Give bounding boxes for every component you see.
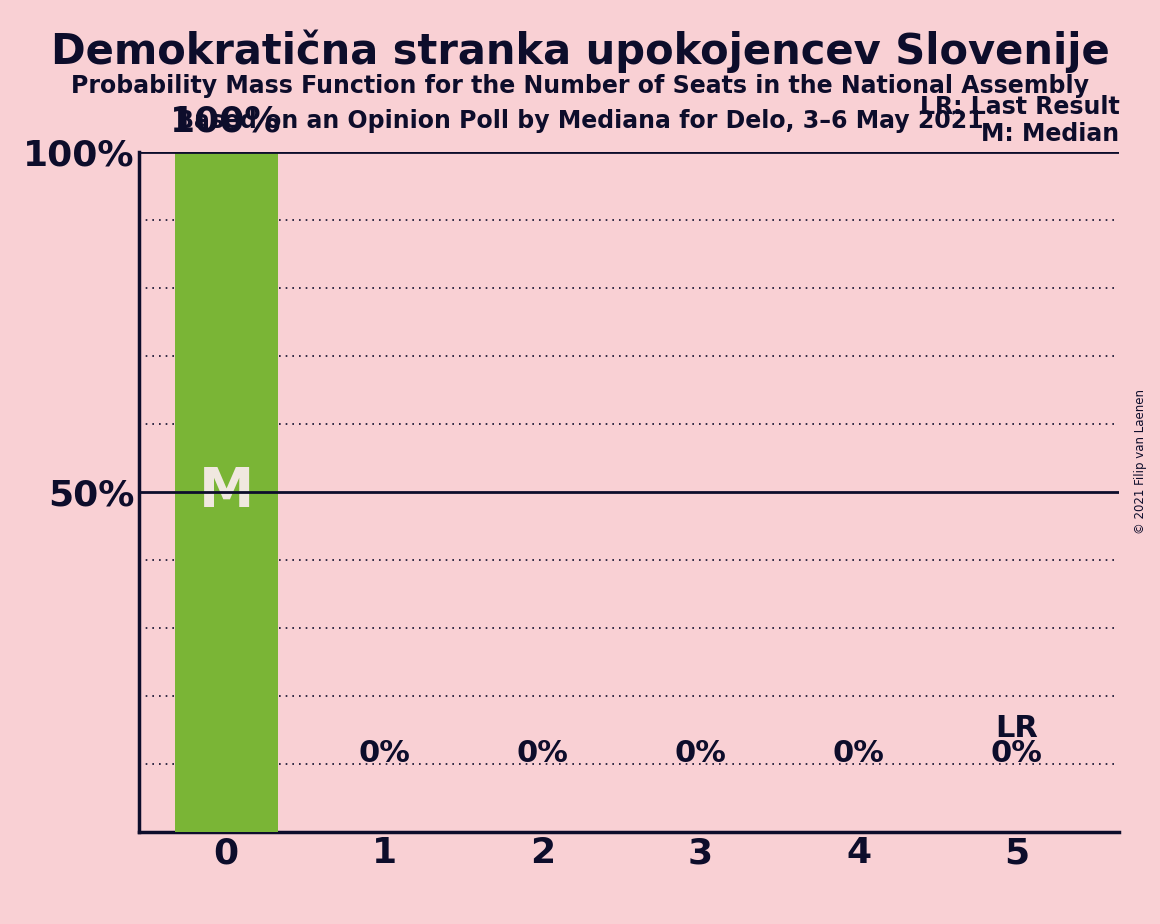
Text: LR: LR	[995, 714, 1038, 743]
Text: Demokratična stranka upokojencev Slovenije: Demokratična stranka upokojencev Sloveni…	[51, 30, 1109, 73]
Text: M: M	[198, 465, 254, 519]
Text: Probability Mass Function for the Number of Seats in the National Assembly: Probability Mass Function for the Number…	[71, 74, 1089, 98]
Text: M: Median: M: Median	[981, 122, 1119, 146]
Text: 0%: 0%	[674, 739, 726, 768]
Text: 0%: 0%	[833, 739, 884, 768]
Bar	[175, 152, 277, 832]
Text: Based on an Opinion Poll by Mediana for Delo, 3–6 May 2021: Based on an Opinion Poll by Mediana for …	[176, 109, 984, 133]
Text: LR: Last Result: LR: Last Result	[920, 95, 1119, 118]
Text: © 2021 Filip van Laenen: © 2021 Filip van Laenen	[1133, 390, 1147, 534]
Text: 0%: 0%	[991, 739, 1043, 768]
Text: 0%: 0%	[516, 739, 568, 768]
Text: 100%: 100%	[171, 105, 282, 139]
Text: 0%: 0%	[358, 739, 411, 768]
